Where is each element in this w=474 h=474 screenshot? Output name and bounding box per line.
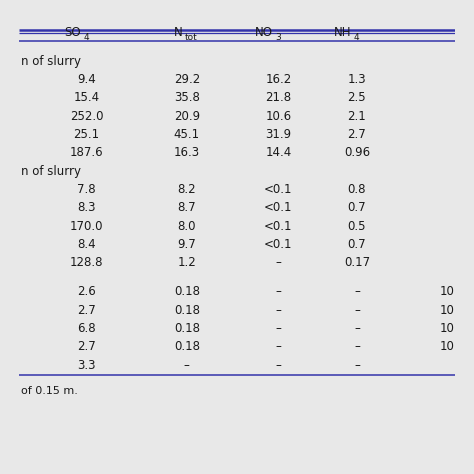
Text: 4: 4 [83,33,89,42]
Text: NO: NO [255,27,273,39]
Text: 128.8: 128.8 [70,256,103,269]
Text: 187.6: 187.6 [70,146,103,159]
Text: 10: 10 [440,340,455,354]
Text: 8.3: 8.3 [77,201,96,214]
Text: 252.0: 252.0 [70,109,103,123]
Text: n of slurry: n of slurry [21,55,81,68]
Text: 2.7: 2.7 [77,304,96,317]
Text: 2.1: 2.1 [347,109,366,123]
Text: 2.5: 2.5 [347,91,366,104]
Text: –: – [354,304,360,317]
Text: 0.7: 0.7 [347,238,366,251]
Text: 15.4: 15.4 [73,91,100,104]
Text: of 0.15 m.: of 0.15 m. [21,386,78,396]
Text: –: – [354,359,360,372]
Text: –: – [354,340,360,354]
Text: –: – [275,256,282,269]
Text: SO: SO [64,27,82,39]
Text: –: – [184,359,190,372]
Text: 0.17: 0.17 [344,256,370,269]
Text: 8.0: 8.0 [178,219,196,233]
Text: 35.8: 35.8 [174,91,200,104]
Text: 0.18: 0.18 [174,322,200,335]
Text: 45.1: 45.1 [174,128,200,141]
Text: 25.1: 25.1 [73,128,100,141]
Text: N: N [174,27,183,39]
Text: <0.1: <0.1 [264,219,292,233]
Text: –: – [275,322,282,335]
Text: NH: NH [334,27,352,39]
Text: 3: 3 [275,33,281,42]
Text: –: – [275,304,282,317]
Text: 20.9: 20.9 [174,109,200,123]
Text: 29.2: 29.2 [174,73,200,86]
Text: <0.1: <0.1 [264,183,292,196]
Text: 10.6: 10.6 [265,109,292,123]
Text: –: – [354,322,360,335]
Text: 2.7: 2.7 [77,340,96,354]
Text: 0.96: 0.96 [344,146,370,159]
Text: 0.8: 0.8 [347,183,366,196]
Text: 10: 10 [440,285,455,299]
Text: 2.6: 2.6 [77,285,96,299]
Text: 3.3: 3.3 [77,359,96,372]
Text: 6.8: 6.8 [77,322,96,335]
Text: 2.7: 2.7 [347,128,366,141]
Text: –: – [275,285,282,299]
Text: 10: 10 [440,304,455,317]
Text: 1.2: 1.2 [177,256,196,269]
Text: 4: 4 [354,33,359,42]
Text: 8.7: 8.7 [178,201,196,214]
Text: 16.3: 16.3 [174,146,200,159]
Text: <0.1: <0.1 [264,201,292,214]
Text: <0.1: <0.1 [264,238,292,251]
Text: 14.4: 14.4 [265,146,292,159]
Text: 7.8: 7.8 [77,183,96,196]
Text: 0.18: 0.18 [174,304,200,317]
Text: tot: tot [185,33,198,42]
Text: 21.8: 21.8 [265,91,292,104]
Text: 10: 10 [440,322,455,335]
Text: 0.18: 0.18 [174,340,200,354]
Text: n of slurry: n of slurry [21,164,81,178]
Text: 1.3: 1.3 [347,73,366,86]
Text: 0.18: 0.18 [174,285,200,299]
Text: 9.7: 9.7 [177,238,196,251]
Text: 16.2: 16.2 [265,73,292,86]
Text: –: – [354,285,360,299]
Text: 31.9: 31.9 [265,128,292,141]
Text: 0.5: 0.5 [347,219,366,233]
Text: –: – [275,359,282,372]
Text: –: – [275,340,282,354]
Text: 8.4: 8.4 [77,238,96,251]
Text: 8.2: 8.2 [178,183,196,196]
Text: 0.7: 0.7 [347,201,366,214]
Text: 170.0: 170.0 [70,219,103,233]
Text: 9.4: 9.4 [77,73,96,86]
